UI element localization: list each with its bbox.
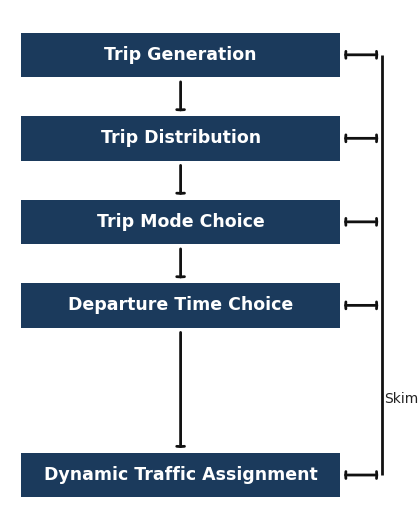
- FancyBboxPatch shape: [21, 116, 340, 161]
- Text: Dynamic Traffic Assignment: Dynamic Traffic Assignment: [44, 466, 318, 484]
- FancyBboxPatch shape: [21, 200, 340, 244]
- FancyBboxPatch shape: [21, 283, 340, 328]
- Text: Trip Distribution: Trip Distribution: [100, 129, 261, 147]
- Text: Trip Mode Choice: Trip Mode Choice: [97, 213, 265, 231]
- FancyBboxPatch shape: [21, 32, 340, 77]
- Text: Trip Generation: Trip Generation: [104, 46, 257, 64]
- FancyBboxPatch shape: [21, 453, 340, 497]
- Text: Departure Time Choice: Departure Time Choice: [68, 296, 293, 314]
- Text: Skim: Skim: [384, 393, 419, 406]
